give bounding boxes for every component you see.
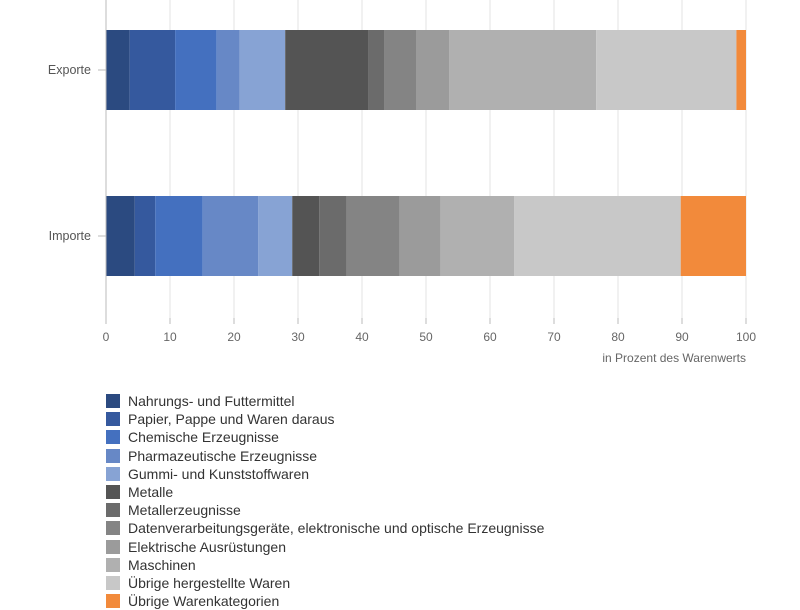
legend-label: Metalle (128, 484, 174, 501)
category-label-importe: Importe (49, 229, 91, 243)
legend-swatch (106, 412, 120, 427)
legend-swatch (106, 394, 120, 409)
bar-importe-6 (319, 196, 347, 276)
x-tick-label-0: 0 (103, 330, 110, 344)
x-tick-label-10: 10 (163, 330, 177, 344)
legend-item[interactable]: Übrige Warenkategorien (106, 592, 786, 610)
bar-exporte-6 (368, 30, 385, 110)
bar-exporte-11 (736, 30, 746, 110)
bar-exporte-7 (384, 30, 417, 110)
legend-swatch (106, 430, 120, 445)
bar-importe-9 (440, 196, 515, 276)
bar-exporte-9 (449, 30, 597, 110)
legend-swatch (106, 485, 120, 500)
x-tick-label-20: 20 (227, 330, 241, 344)
bar-importe-2 (155, 196, 203, 276)
x-tick-label-30: 30 (291, 330, 305, 344)
bar-exporte-10 (596, 30, 737, 110)
x-tick-label-60: 60 (483, 330, 497, 344)
bar-exporte-2 (175, 30, 217, 110)
x-tick-label-80: 80 (611, 330, 625, 344)
bar-importe-1 (134, 196, 156, 276)
legend-label: Metallerzeugnisse (128, 502, 241, 519)
legend-label: Nahrungs- und Futtermittel (128, 393, 295, 410)
bar-importe-11 (680, 196, 746, 276)
legend-item[interactable]: Nahrungs- und Futtermittel (106, 392, 786, 410)
legend-label: Pharmazeutische Erzeugnisse (128, 447, 318, 464)
legend-item[interactable]: Maschinen (106, 556, 786, 574)
legend-item[interactable]: Papier, Pappe und Waren daraus (106, 410, 786, 428)
legend-item[interactable]: Datenverarbeitungsgeräte, elektronische … (106, 519, 786, 537)
legend-label: Maschinen (128, 556, 196, 573)
legend-swatch (106, 575, 120, 590)
bar-exporte-5 (285, 30, 369, 110)
legend-label: Elektrische Ausrüstungen (128, 538, 286, 555)
bar-exporte-8 (416, 30, 450, 110)
legend-item[interactable]: Elektrische Ausrüstungen (106, 538, 786, 556)
legend-item[interactable]: Gummi- und Kunststoffwaren (106, 465, 786, 483)
bar-exporte-1 (129, 30, 176, 110)
legend-swatch (106, 503, 120, 518)
category-label-exporte: Exporte (48, 63, 91, 77)
legend-label: Gummi- und Kunststoffwaren (128, 465, 310, 482)
x-tick-label-40: 40 (355, 330, 369, 344)
legend-swatch (106, 594, 120, 609)
x-axis-title: in Prozent des Warenwerts (602, 351, 746, 365)
legend-swatch (106, 539, 120, 554)
bar-importe-4 (258, 196, 293, 276)
legend-item[interactable]: Metallerzeugnisse (106, 501, 786, 519)
legend-label: Chemische Erzeugnisse (128, 429, 279, 446)
x-tick-label-70: 70 (547, 330, 561, 344)
bar-exporte-4 (239, 30, 286, 110)
legend: Nahrungs- und Futtermittel Papier, Pappe … (106, 392, 786, 610)
x-tick-label-90: 90 (675, 330, 689, 344)
bar-importe-8 (399, 196, 441, 276)
legend-swatch (106, 466, 120, 481)
x-tick-label-50: 50 (419, 330, 433, 344)
legend-item[interactable]: Chemische Erzeugnisse (106, 428, 786, 446)
legend-label: Übrige Warenkategorien (128, 593, 280, 610)
legend-swatch (106, 521, 120, 536)
x-tick-label-100: 100 (736, 330, 756, 344)
legend-item[interactable]: Metalle (106, 483, 786, 501)
legend-swatch (106, 448, 120, 463)
bar-exporte-0 (106, 30, 130, 110)
legend-item[interactable]: Pharmazeutische Erzeugnisse (106, 447, 786, 465)
bar-importe-7 (346, 196, 400, 276)
legend-swatch (106, 557, 120, 572)
legend-item[interactable]: Übrige hergestellte Waren (106, 574, 786, 592)
legend-label: Datenverarbeitungsgeräte, elektronische … (128, 520, 545, 537)
bar-importe-5 (292, 196, 320, 276)
bar-importe-0 (106, 196, 135, 276)
bar-importe-10 (514, 196, 681, 276)
legend-label: Übrige hergestellte Waren (128, 574, 291, 591)
legend-label: Papier, Pappe und Waren daraus (128, 411, 335, 428)
bar-exporte-3 (216, 30, 240, 110)
bar-importe-3 (202, 196, 259, 276)
